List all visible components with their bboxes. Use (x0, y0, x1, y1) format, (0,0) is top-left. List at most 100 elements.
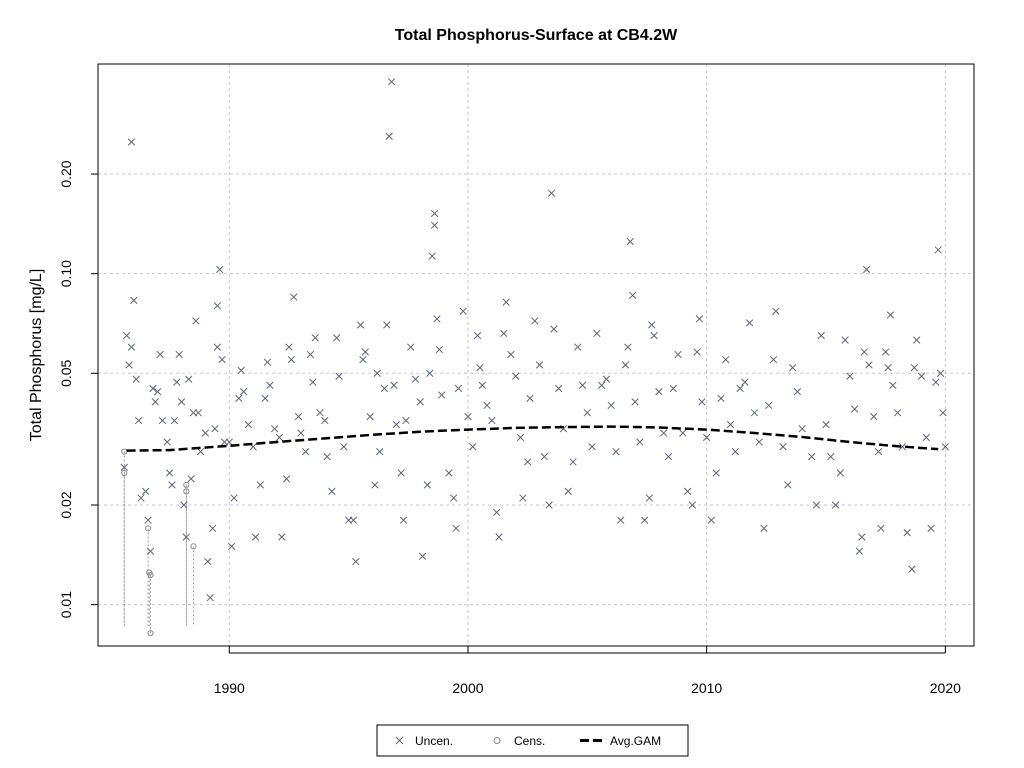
uncensored-point (886, 311, 895, 319)
uncensored-point (645, 494, 654, 502)
uncensored-point (516, 433, 525, 442)
uncensored-point (151, 398, 159, 406)
uncensored-point (438, 391, 446, 399)
uncensored-point (321, 416, 329, 425)
uncensored-point (688, 501, 696, 509)
uncensored-point (755, 438, 763, 446)
uncensored-points (120, 78, 950, 602)
uncensored-point (239, 388, 248, 396)
uncensored-point (941, 443, 950, 451)
uncensored-point (380, 384, 389, 393)
y-axis-label: Total Phosphorus [mg/L] (28, 269, 45, 442)
uncensored-point (858, 533, 866, 541)
uncensored-point (500, 329, 508, 338)
uncensored-point (328, 487, 336, 495)
uncensored-point (550, 325, 558, 333)
uncensored-point (917, 372, 926, 380)
uncensored-point (177, 398, 186, 406)
uncensored-point (459, 307, 467, 315)
uncensored-point (669, 384, 677, 393)
censored-point (145, 525, 152, 532)
uncensored-point (822, 420, 830, 429)
uncensored-point (144, 516, 152, 524)
uncensored-point (798, 425, 806, 433)
uncensored-point (213, 302, 221, 310)
uncensored-point (165, 469, 174, 477)
uncensored-point (464, 412, 472, 421)
uncensored-point (426, 369, 434, 377)
uncensored-point (512, 372, 520, 380)
uncensored-point (650, 331, 658, 340)
uncensored-point (898, 443, 907, 451)
uncensored-point (397, 469, 405, 477)
uncensored-point (769, 355, 778, 364)
uncensored-point (228, 542, 236, 551)
uncensored-point (285, 343, 293, 351)
uncensored-point (263, 358, 272, 366)
uncensored-point (333, 334, 341, 342)
legend-gam-label: Avg.GAM (610, 734, 661, 748)
uncensored-point (449, 494, 458, 502)
uncensored-point (154, 388, 162, 396)
censored-point (183, 481, 190, 489)
uncensored-point (244, 420, 253, 429)
censored-points (121, 448, 197, 637)
uncensored-point (578, 381, 587, 389)
uncensored-point (660, 429, 668, 437)
uncensored-point (158, 416, 167, 425)
x-tick-label: 2020 (930, 680, 961, 696)
uncensored-point (750, 409, 759, 417)
uncensored-point (435, 345, 443, 354)
uncensored-point (765, 401, 773, 410)
uncensored-point (399, 516, 408, 524)
uncensored-point (588, 443, 596, 451)
chart-title: Total Phosphorus-Surface at CB4.2W (395, 27, 678, 44)
uncensored-point (698, 398, 706, 406)
uncensored-point (180, 501, 188, 509)
uncensored-point (736, 384, 744, 393)
uncensored-point (323, 452, 331, 461)
y-tick-label: 0.20 (58, 160, 74, 187)
y-tick-label: 0.05 (58, 359, 74, 386)
uncensored-point (361, 348, 369, 356)
uncensored-point (664, 452, 673, 461)
uncensored-point (855, 547, 864, 555)
uncensored-point (741, 378, 749, 386)
uncensored-point (146, 547, 155, 555)
uncensored-point (865, 361, 873, 369)
uncensored-point (784, 481, 792, 489)
uncensored-point (316, 409, 324, 417)
uncensored-point (779, 443, 787, 451)
uncensored-point (612, 447, 620, 456)
uncensored-point (531, 317, 539, 325)
uncensored-point (624, 343, 632, 351)
uncensored-point (411, 375, 420, 383)
uncensored-point (827, 452, 835, 461)
uncensored-point (230, 494, 238, 502)
uncensored-point (428, 252, 436, 260)
uncensored-point (602, 375, 611, 383)
uncensored-point (175, 350, 183, 359)
uncensored-point (808, 452, 816, 461)
uncensored-point (216, 265, 224, 274)
uncensored-point (211, 425, 219, 433)
y-axis: 0.01 0.02 0.05 0.10 0.20 (58, 160, 98, 618)
uncensored-point (275, 433, 284, 442)
uncensored-point (359, 355, 367, 364)
uncensored-point (392, 420, 401, 429)
uncensored-point (939, 409, 947, 417)
uncensored-point (476, 364, 484, 372)
uncensored-point (311, 334, 319, 342)
uncensored-point (352, 557, 360, 566)
uncensored-point (251, 533, 260, 541)
uncensored-point (722, 355, 730, 364)
uncensored-point (196, 447, 205, 456)
uncensored-point (185, 375, 193, 383)
gam-curve (126, 425, 939, 452)
uncensored-point (862, 265, 871, 274)
x-tick-label: 1990 (214, 680, 245, 696)
uncensored-point (261, 394, 269, 403)
uncensored-point (922, 433, 930, 442)
uncensored-point (545, 501, 553, 509)
uncensored-point (192, 317, 200, 325)
